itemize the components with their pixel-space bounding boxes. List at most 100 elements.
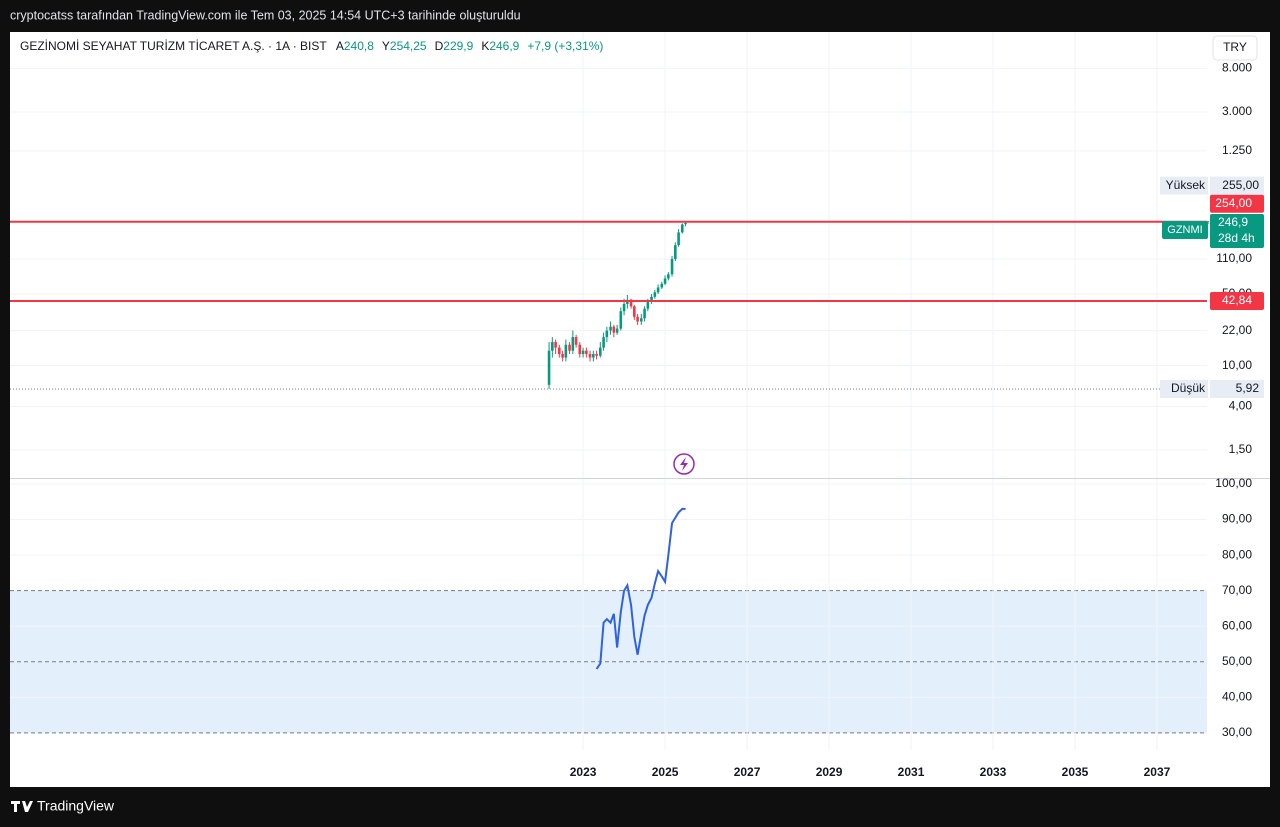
x-tick-label: 2023 bbox=[570, 765, 597, 779]
legend-value: 240,8 bbox=[344, 39, 374, 53]
alert-bolt[interactable] bbox=[680, 457, 688, 471]
x-tick-label: 2029 bbox=[816, 765, 843, 779]
y-tick-label: 100,00 bbox=[1215, 476, 1252, 490]
symbol-legend: GEZİNOMİ SEYAHAT TURİZM TİCARET A.Ş. · 1… bbox=[20, 39, 603, 53]
candle-body bbox=[588, 353, 592, 358]
candle-body bbox=[629, 299, 633, 307]
last-price-value: 246,9 bbox=[1218, 215, 1248, 229]
candle-body bbox=[551, 342, 554, 351]
x-tick-label: 2027 bbox=[734, 765, 761, 779]
y-tick-label: 110,00 bbox=[1216, 251, 1252, 265]
candle-body bbox=[571, 337, 575, 351]
marker-value: 255,00 bbox=[1222, 178, 1259, 192]
candle-body bbox=[643, 308, 646, 319]
candle-body bbox=[605, 330, 609, 338]
logo-mark bbox=[11, 801, 33, 812]
currency-button[interactable]: TRY bbox=[1212, 35, 1258, 61]
y-tick-label: 22,00 bbox=[1222, 323, 1252, 337]
candle-body bbox=[561, 353, 564, 358]
candle-body bbox=[670, 258, 674, 275]
candle-body bbox=[599, 347, 602, 356]
x-tick-label: 2035 bbox=[1062, 765, 1089, 779]
y-tick-label: 90,00 bbox=[1222, 512, 1252, 526]
legend-value: 254,25 bbox=[390, 39, 427, 53]
currency-label[interactable]: TRY bbox=[1223, 40, 1247, 54]
candle-body bbox=[633, 306, 636, 317]
candle-body bbox=[602, 337, 605, 348]
marker-label: Yüksek bbox=[1166, 178, 1206, 192]
candle-body bbox=[558, 347, 561, 354]
candle-body bbox=[612, 326, 616, 333]
y-tick-label: 8.000 bbox=[1222, 60, 1252, 74]
candle-body bbox=[581, 350, 585, 354]
y-tick-label: 30,00 bbox=[1222, 725, 1252, 739]
marker-value-bg bbox=[1210, 176, 1264, 195]
marker-label-bg bbox=[1160, 379, 1208, 398]
candle-body bbox=[592, 353, 595, 358]
last-price-name-bg bbox=[1162, 221, 1208, 240]
legend-key: D bbox=[435, 39, 444, 53]
pane-separator bbox=[10, 478, 1270, 479]
alert-icon[interactable] bbox=[673, 453, 695, 475]
y-tick-label: 80,00 bbox=[1222, 547, 1252, 561]
candle-body bbox=[636, 316, 639, 322]
candle-body bbox=[585, 350, 588, 354]
candle-body bbox=[667, 274, 670, 279]
candle-body bbox=[639, 318, 643, 322]
candle-body bbox=[650, 296, 653, 302]
price-line-tag bbox=[1210, 194, 1264, 213]
candle-body bbox=[680, 224, 684, 233]
candle-body bbox=[646, 301, 650, 309]
candle-body bbox=[619, 311, 623, 329]
price-line-label: 254,00 bbox=[1215, 196, 1252, 210]
y-tick-label: 1,50 bbox=[1229, 442, 1253, 456]
y-tick-label: 50,00 bbox=[1222, 654, 1252, 668]
candle-body bbox=[595, 353, 598, 356]
plot: 8.000 3.000 1.250 110,00 50,00 22,00 10,00 4,00… bbox=[10, 60, 1264, 779]
legend-key: K bbox=[481, 39, 489, 53]
x-tick-label: 2025 bbox=[652, 765, 679, 779]
y-tick-label: 40,00 bbox=[1222, 690, 1252, 704]
marker-value: 5,92 bbox=[1236, 381, 1260, 395]
candle-body bbox=[684, 223, 687, 225]
y-tick-label: 4,00 bbox=[1229, 399, 1253, 413]
y-tick-label: 1.250 bbox=[1222, 143, 1252, 157]
candle-body bbox=[547, 350, 551, 385]
currency-button-bg[interactable] bbox=[1212, 35, 1258, 61]
candle-body bbox=[622, 303, 626, 312]
symbol-title: GEZİNOMİ SEYAHAT TURİZM TİCARET A.Ş. · 1… bbox=[20, 39, 327, 53]
legend-value: 246,9 bbox=[489, 39, 519, 53]
last-price-name: GZNMI bbox=[1167, 224, 1202, 236]
legend-change: +7,9 (+3,31%) bbox=[527, 39, 603, 53]
candle-body bbox=[660, 283, 664, 288]
rsi-line bbox=[595, 507, 686, 670]
caption: cryptocatss tarafından TradingView.com i… bbox=[10, 8, 521, 22]
grid bbox=[10, 32, 1207, 750]
candle-body bbox=[564, 344, 568, 358]
last-price-bg bbox=[1210, 214, 1264, 249]
candle-body bbox=[663, 278, 667, 284]
footer-logo bbox=[11, 801, 33, 812]
marker-value-bg bbox=[1210, 379, 1264, 398]
y-tick-label: 10,00 bbox=[1222, 358, 1252, 372]
last-price-countdown: 28d 4h bbox=[1218, 231, 1255, 245]
x-tick-label: 2033 bbox=[980, 765, 1007, 779]
x-tick-label: 2031 bbox=[898, 765, 925, 779]
candle-body bbox=[578, 344, 582, 354]
candle-body bbox=[656, 287, 660, 293]
legend-value: 229,9 bbox=[443, 39, 473, 53]
candle-body bbox=[574, 337, 578, 345]
candle-body bbox=[554, 342, 557, 348]
footer-brand: TradingView bbox=[37, 798, 115, 814]
x-tick-label: 2037 bbox=[1144, 765, 1171, 779]
price-line-tag bbox=[1210, 291, 1264, 310]
legend-key: A bbox=[336, 39, 344, 53]
y-tick-label: 3.000 bbox=[1222, 104, 1252, 118]
candle-body bbox=[609, 326, 612, 331]
candle-body bbox=[677, 232, 680, 246]
marker-label-bg bbox=[1160, 176, 1208, 195]
candle-body bbox=[674, 245, 677, 259]
